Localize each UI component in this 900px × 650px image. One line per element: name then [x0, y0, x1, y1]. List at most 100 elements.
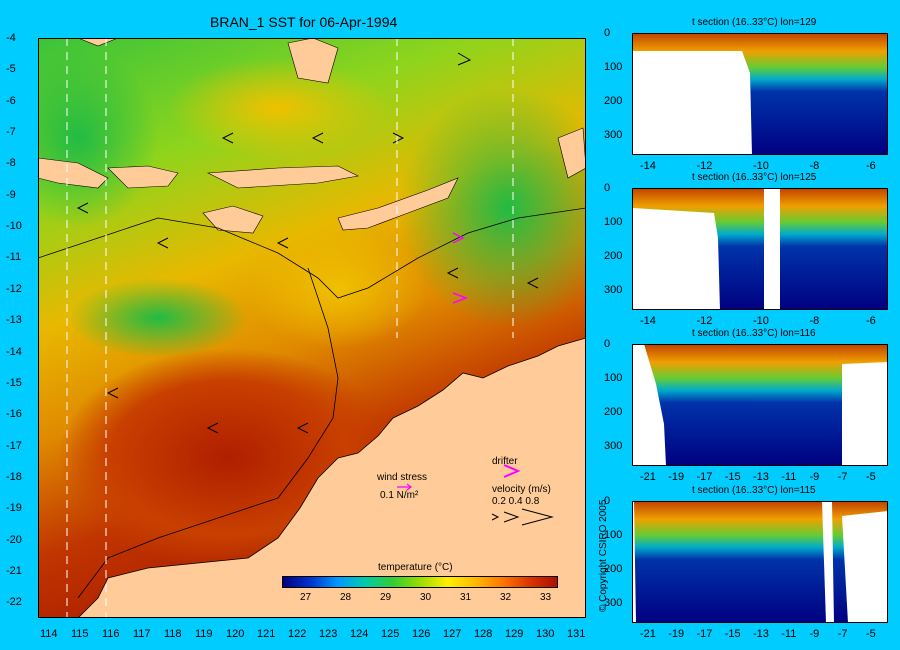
- section-depth-tick: 200: [604, 563, 623, 575]
- latitude-tick-label: -20: [6, 533, 22, 546]
- latitude-tick-label: -10: [6, 220, 22, 233]
- copyright-text: © Copyright CSIRO 2005: [598, 499, 609, 612]
- section-depth-tick: 300: [604, 129, 623, 141]
- section-depth-tick: 100: [604, 372, 623, 384]
- latitude-tick-label: -18: [6, 470, 22, 483]
- section-depth-tick: 100: [604, 61, 623, 73]
- section-lat-tick: -6: [866, 160, 876, 172]
- lombok-sumbawa-islands: [107, 165, 179, 189]
- latitude-tick-label: -12: [6, 282, 22, 295]
- section-lat-tick: -13: [753, 471, 769, 483]
- longitude-tick-label: 115: [71, 628, 89, 640]
- section-lat-tick: -15: [724, 471, 741, 483]
- colorbar-tick-label: 30: [420, 592, 432, 603]
- section-depth-tick: 0: [604, 182, 611, 194]
- latitude-tick-label: -17: [6, 439, 22, 452]
- cool-region-east: [398, 88, 586, 328]
- section-land-mask: [632, 344, 888, 466]
- section-depth-tick: 200: [604, 406, 623, 418]
- section-depth-tick: 200: [604, 250, 623, 262]
- latitude-tick-label: -4: [6, 32, 16, 44]
- latitude-tick-label: -13: [6, 314, 22, 327]
- map-frame: [38, 38, 586, 618]
- section-lat-tick: -12: [696, 160, 713, 172]
- java-bali-islands: [38, 157, 109, 189]
- latitude-tick-label: -9: [6, 188, 16, 201]
- section-lat-tick: -14: [640, 315, 656, 327]
- longitude-tick-label: 127: [443, 628, 462, 640]
- section-lat-tick: -17: [696, 628, 713, 640]
- section-lat-tick: -10: [753, 160, 769, 172]
- longitude-tick-label: 119: [195, 628, 213, 640]
- australia-landmass: [77, 337, 586, 618]
- colorbar-tick-label: 31: [460, 592, 472, 603]
- section-lat-tick: -11: [781, 628, 797, 640]
- longitude-tick-label: 118: [164, 628, 182, 640]
- section-lat-tick: -9: [809, 628, 820, 640]
- section-lat-tick: -10: [753, 315, 769, 327]
- latitude-tick-label: -6: [6, 94, 16, 107]
- wind-stress-arrow-icon: [397, 483, 412, 491]
- section-depth-tick: 300: [604, 440, 623, 452]
- section-depth-tick: 0: [604, 338, 611, 350]
- longitude-tick-label: 114: [40, 628, 58, 640]
- velocity-scale: 0.2 0.4 0.8: [492, 496, 540, 507]
- section-lat-tick: -17: [696, 471, 713, 483]
- depth-contour: [38, 207, 586, 299]
- latitude-tick-label: -16: [6, 408, 22, 421]
- section-title: t section (16..33°C) lon=115: [692, 485, 816, 496]
- wind-arrows: [76, 52, 539, 434]
- section-lat-tick: -7: [837, 628, 848, 640]
- longitude-tick-label: 122: [288, 628, 307, 640]
- wind-stress-label: wind stress: [377, 472, 428, 483]
- longitude-tick-label: 121: [257, 628, 276, 640]
- section-lat-tick: -21: [640, 628, 656, 640]
- section-lines: [66, 38, 514, 618]
- section-plot[interactable]: [632, 344, 888, 466]
- section-depth-tick: 100: [604, 216, 623, 228]
- section-title: t section (16..33°C) lon=125: [692, 172, 817, 183]
- section-plot[interactable]: [632, 501, 888, 623]
- latitude-tick-label: -21: [6, 564, 22, 577]
- section-depth-tick: 0: [604, 27, 611, 39]
- section-lat-tick: -8: [809, 160, 820, 172]
- latitude-tick-label: -15: [6, 376, 22, 389]
- section-depth-tick: 100: [604, 529, 623, 541]
- sst-map[interactable]: [38, 38, 586, 618]
- velocity-label: velocity (m/s): [492, 484, 551, 495]
- latitude-tick-label: -7: [6, 126, 16, 139]
- warm-water-central: [248, 228, 428, 348]
- colorbar-tick-label: 28: [340, 592, 352, 603]
- longitude-tick-label: 125: [381, 628, 400, 640]
- section-depth-tick: 300: [604, 284, 623, 296]
- section-depth-tick: 0: [604, 495, 611, 507]
- sumba-island: [202, 205, 264, 234]
- section-plot[interactable]: [632, 33, 888, 155]
- colorbar-tick-label: 32: [500, 592, 512, 603]
- map-title: BRAN_1 SST for 06-Apr-1994: [210, 14, 398, 30]
- banda-islands: [557, 127, 586, 179]
- section-land-mask: [632, 188, 780, 310]
- longitude-tick-label: 120: [226, 628, 245, 640]
- cool-region-mid: [68, 278, 248, 358]
- colorbar-tick-label: 29: [380, 592, 392, 603]
- latitude-tick-label: -11: [6, 251, 22, 264]
- latitude-tick-label: -8: [6, 157, 16, 170]
- latitude-tick-label: -5: [6, 63, 16, 76]
- warm-water-north: [168, 58, 388, 158]
- colorbar-tick-label: 33: [540, 592, 552, 603]
- section-plot[interactable]: [632, 188, 888, 310]
- latitude-tick-label: -22: [6, 596, 22, 609]
- section-lat-tick: -5: [866, 471, 876, 483]
- longitude-tick-label: 128: [474, 628, 493, 640]
- colorbar-title: temperature (°C): [378, 562, 453, 573]
- section-land-mask: [632, 51, 752, 155]
- section-depth-tick: 300: [604, 597, 623, 609]
- timor-island: [337, 177, 459, 231]
- section-frame: [632, 501, 888, 623]
- section-depth-tick: 200: [604, 95, 623, 107]
- section-lat-tick: -6: [866, 315, 876, 327]
- longitude-tick-label: 130: [536, 628, 555, 640]
- section-frame: [632, 344, 888, 466]
- section-lat-tick: -19: [668, 471, 685, 483]
